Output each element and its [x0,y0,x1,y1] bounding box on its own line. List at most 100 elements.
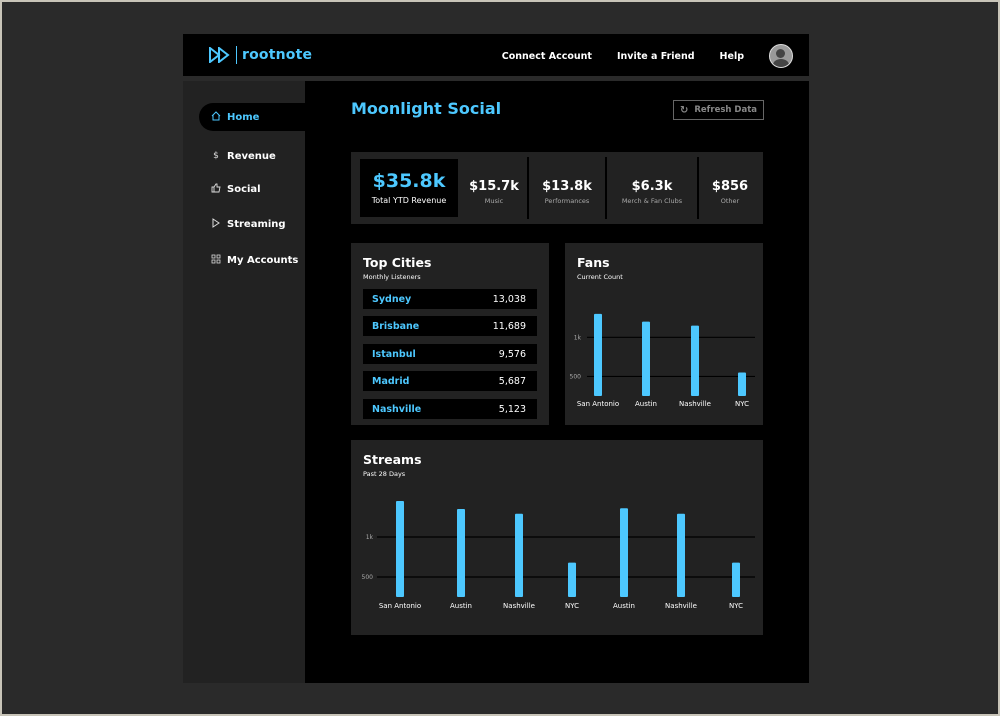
stat-value: $6.3k [631,179,673,194]
logo-divider [236,46,237,64]
sidebar-item-label: Social [227,183,261,195]
x-tick-label: Nashville [665,602,697,610]
stat-value: $15.7k [469,179,519,194]
brand-logo[interactable]: rootnote [209,46,312,64]
fans-card: Fans Current Count 500 1k San Antonio Austi… [565,243,763,425]
city-value: 5,123 [498,403,526,415]
city-row[interactable]: Nashville 5,123 [363,399,537,419]
top-nav: Connect Account Invite a Friend Help [502,44,793,68]
dollar-icon: $ [213,151,219,161]
city-row[interactable]: Madrid 5,687 [363,371,537,391]
home-icon [209,110,223,124]
stat-label: Other [720,197,740,205]
y-tick-label: 1k [366,534,374,541]
streams-card: Streams Past 28 Days 500 1k San Antonio Aus… [351,440,763,635]
card-subtitle: Current Count [577,273,623,281]
card-title: Top Cities [363,255,432,270]
sidebar-item-streaming[interactable]: Streaming [199,210,305,238]
help-link[interactable]: Help [719,50,744,62]
city-name: Istanbul [372,348,416,360]
bar[interactable] [396,501,404,597]
sidebar-item-my-accounts[interactable]: My Accounts [199,246,305,274]
sidebar-item-social[interactable]: Social [199,175,305,203]
music-stat: $15.7k Music [463,159,525,217]
y-tick-label: 500 [570,373,582,380]
avatar[interactable] [769,44,793,68]
bar[interactable] [732,562,740,597]
city-row[interactable]: Istanbul 9,576 [363,344,537,364]
refresh-icon: ↻ [679,104,689,116]
stat-divider [605,157,607,219]
sidebar-item-label: My Accounts [227,254,299,266]
connect-account-link[interactable]: Connect Account [501,50,592,62]
bar[interactable] [691,325,699,396]
x-tick-label: Nashville [679,400,711,408]
sidebar: Home $ Revenue Social Streaming [183,81,305,683]
top-bar: rootnote Connect Account Invite a Friend… [183,34,809,81]
sidebar-item-label: Streaming [227,218,286,230]
app-window: rootnote Connect Account Invite a Friend… [183,34,809,683]
card-title: Streams [363,452,422,467]
invite-friend-link[interactable]: Invite a Friend [616,50,695,62]
x-tick-label: NYC [565,602,579,610]
fast-forward-logo-icon [209,47,230,63]
brand-name: rootnote [242,47,313,63]
x-tick-label: San Antonio [379,602,421,610]
bar[interactable] [515,513,523,597]
city-name: Brisbane [372,320,420,332]
main-content: Moonlight Social ↻ Refresh Data $35.8k T… [305,81,809,683]
bar[interactable] [620,508,628,597]
city-name: Madrid [372,375,410,387]
y-tick-label: 500 [362,574,374,581]
city-row[interactable]: Sydney 13,038 [363,289,537,309]
total-revenue-value: $35.8k [372,170,446,192]
fans-bar-chart: 500 1k San Antonio Austin Nashville NYC [570,313,755,408]
bar[interactable] [594,313,602,396]
refresh-data-button[interactable]: ↻ Refresh Data [673,100,764,120]
city-value: 13,038 [492,293,526,305]
x-tick-label: Austin [613,602,635,610]
stat-label: Merch & Fan Clubs [621,197,683,205]
bar[interactable] [457,509,465,597]
city-row[interactable]: Brisbane 11,689 [363,316,537,336]
revenue-stats-panel: $35.8k Total YTD Revenue $15.7k Music $1… [351,152,763,224]
x-tick-label: San Antonio [577,400,619,408]
stat-label: Performances [544,197,590,205]
merch-stat: $6.3k Merch & Fan Clubs [608,159,696,217]
city-value: 11,689 [492,320,526,332]
bar[interactable] [642,321,650,396]
total-revenue-stat: $35.8k Total YTD Revenue [360,159,458,217]
sidebar-item-label: Home [227,111,260,123]
city-value: 5,687 [498,375,526,387]
grid-icon [209,254,223,267]
stat-value: $856 [711,179,749,194]
stat-label: Music [484,197,504,205]
performances-stat: $13.8k Performances [530,159,604,217]
x-tick-label: Nashville [503,602,535,610]
sidebar-item-revenue[interactable]: $ Revenue [199,142,305,170]
top-cities-card: Top Cities Monthly Listeners Sydney 13,0… [351,243,549,425]
streams-bar-chart: 500 1k San Antonio Austin Nashville NYC Austin… [362,501,755,610]
stat-divider [527,157,529,219]
bar[interactable] [677,513,685,597]
y-tick-label: 1k [574,334,582,341]
card-title: Fans [577,255,610,270]
card-subtitle: Monthly Listeners [363,273,421,281]
city-value: 9,576 [498,348,526,360]
x-tick-label: Austin [635,400,657,408]
thumbs-up-icon [209,183,223,196]
refresh-label: Refresh Data [694,105,758,115]
page-title: Moonlight Social [351,99,502,118]
x-tick-label: NYC [729,602,743,610]
play-icon [209,217,223,231]
stat-divider [697,157,699,219]
x-tick-label: Austin [450,602,472,610]
bar[interactable] [568,562,576,597]
sidebar-item-home[interactable]: Home [199,103,305,131]
sidebar-item-label: Revenue [227,150,276,162]
x-tick-label: NYC [735,400,749,408]
city-name: Nashville [372,403,422,415]
other-stat: $856 Other [700,159,760,217]
bar[interactable] [738,372,746,396]
